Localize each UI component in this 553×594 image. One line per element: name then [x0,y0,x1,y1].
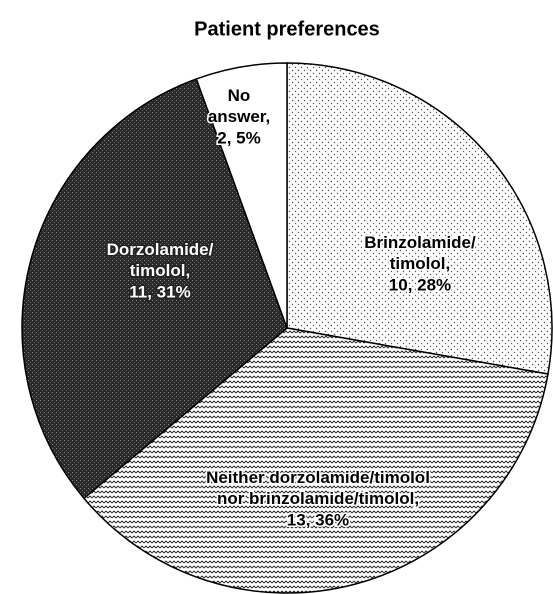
pie-slice [286,62,553,375]
value-label: 13, 36% [287,510,349,529]
value-label: 11, 31% [129,282,190,301]
slice-label: No answer, [208,86,270,126]
pie-slice [195,62,288,329]
value-label: 2, 5% [217,128,260,147]
pie-slice [82,327,549,594]
chart-title: Patient preferences [194,18,380,40]
slice-label: Brinzolamide/timolol, [364,233,476,273]
slice-label: Neither dorzolamide/timolol nor brinzolam… [206,468,430,508]
value-label: 10, 28% [389,275,451,294]
pie-slice [21,78,288,500]
slice-label: Dorzolamide/timolol, [107,240,214,280]
